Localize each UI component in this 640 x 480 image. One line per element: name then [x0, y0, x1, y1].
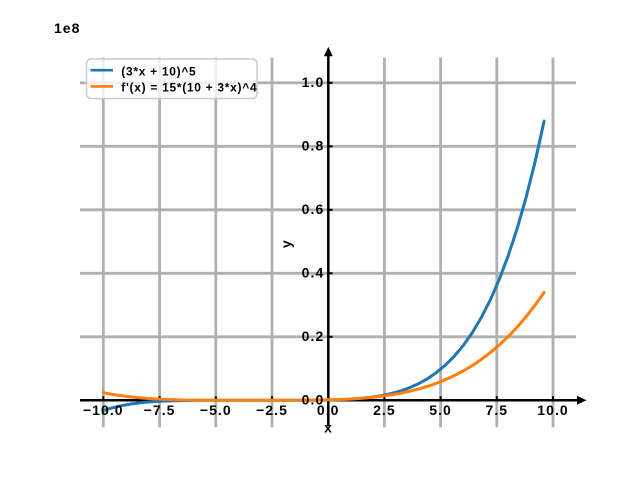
svg-text:−10.0: −10.0: [83, 402, 124, 418]
svg-text:5.0: 5.0: [429, 402, 452, 418]
svg-text:10.0: 10.0: [537, 402, 568, 418]
svg-text:−5.0: −5.0: [200, 402, 232, 418]
svg-text:0.6: 0.6: [302, 201, 325, 217]
svg-text:−2.5: −2.5: [256, 402, 288, 418]
svg-text:2.5: 2.5: [373, 402, 396, 418]
svg-text:7.5: 7.5: [485, 402, 508, 418]
svg-text:x: x: [324, 420, 332, 436]
svg-text:0.8: 0.8: [302, 138, 325, 154]
svg-text:f'(x) = 15*(10 + 3*x)^4: f'(x) = 15*(10 + 3*x)^4: [121, 81, 257, 95]
svg-text:0.0: 0.0: [302, 392, 325, 408]
svg-text:(3*x + 10)^5: (3*x + 10)^5: [121, 64, 196, 78]
svg-text:1.0: 1.0: [302, 74, 325, 90]
svg-text:0.4: 0.4: [302, 265, 325, 281]
svg-text:0.0: 0.0: [317, 402, 340, 418]
svg-text:1e8: 1e8: [54, 20, 80, 36]
svg-text:y: y: [278, 240, 294, 248]
svg-text:0.2: 0.2: [302, 328, 325, 344]
svg-text:−7.5: −7.5: [144, 402, 176, 418]
